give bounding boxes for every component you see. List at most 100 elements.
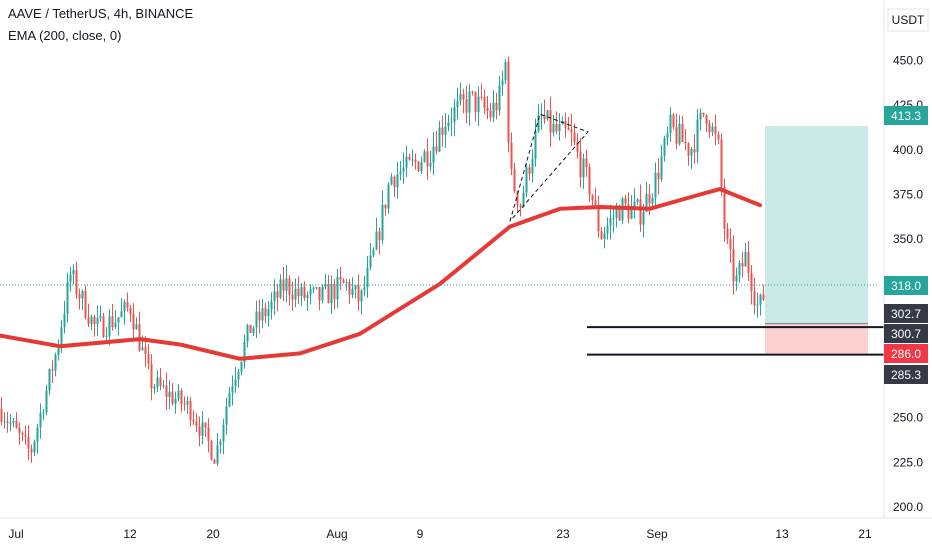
indicator-legend[interactable]: EMA (200, close, 0) — [8, 28, 122, 43]
candle-body — [129, 307, 132, 314]
candle-body — [576, 141, 579, 152]
candle-body — [9, 422, 12, 424]
candle-body — [72, 270, 75, 275]
candle-body — [747, 251, 750, 273]
candle-body — [99, 316, 102, 319]
candle-body — [462, 94, 465, 100]
candle-body — [120, 311, 123, 318]
candle-body — [531, 158, 534, 174]
candle-body — [33, 441, 36, 453]
candle-body — [357, 285, 360, 302]
candle-body — [66, 281, 69, 314]
candle-body — [252, 327, 255, 333]
candle-body — [711, 126, 714, 133]
candle-body — [540, 115, 543, 117]
candle-body — [558, 124, 561, 132]
candle-body — [420, 161, 423, 172]
time-tick-6: Sep — [646, 527, 668, 541]
candle-body — [468, 91, 471, 113]
candle-body — [678, 124, 681, 144]
candle-body — [276, 291, 279, 298]
candle-body — [162, 385, 165, 387]
candle-body — [279, 279, 282, 298]
candle-body — [210, 441, 213, 460]
candle-body — [27, 436, 30, 449]
candle-body — [249, 324, 252, 333]
candle-body — [753, 291, 756, 306]
candle-body — [399, 171, 402, 175]
candle-body — [18, 427, 21, 433]
candle-body — [387, 184, 390, 209]
candle-body — [546, 110, 549, 120]
time-axis[interactable]: Jul 12 20 Aug 9 23 Sep 13 21 — [0, 517, 932, 541]
candle-body — [465, 99, 468, 113]
candle-body — [597, 204, 600, 232]
candle-body — [570, 129, 573, 133]
stop-zone — [765, 323, 868, 354]
level-3-badge: 285.3 — [891, 368, 921, 382]
drawings[interactable] — [509, 113, 884, 356]
candle-body — [744, 251, 747, 267]
candle-body — [672, 114, 675, 128]
candle-body — [141, 347, 144, 351]
candle-body — [156, 377, 159, 388]
candle-body — [717, 134, 720, 140]
candle-body — [483, 97, 486, 109]
candle-body — [6, 421, 9, 424]
candle-body — [642, 211, 645, 225]
candle-body — [0, 408, 3, 422]
candle-body — [159, 377, 162, 386]
candle-body — [165, 385, 168, 398]
candle-body — [696, 119, 699, 153]
candle-body — [237, 371, 240, 380]
candle-body — [660, 156, 663, 180]
time-tick-7: 13 — [775, 527, 789, 541]
candle-body — [507, 61, 510, 143]
candle-body — [183, 403, 186, 405]
candle-body — [615, 208, 618, 218]
candle-body — [723, 186, 726, 229]
candle-body — [288, 278, 291, 295]
time-tick-2: 20 — [206, 527, 220, 541]
candle-body — [45, 390, 48, 413]
candle-body — [42, 412, 45, 414]
candle-body — [312, 287, 315, 290]
candle-body — [735, 275, 738, 282]
candle-body — [75, 270, 78, 294]
last-price-badge-bg — [884, 276, 928, 295]
candle-body — [393, 176, 396, 188]
candle-body — [195, 421, 198, 427]
candle-body — [348, 282, 351, 295]
position-zones[interactable] — [765, 126, 868, 354]
candle-body — [243, 342, 246, 363]
candle-body — [171, 391, 174, 404]
candle-body — [522, 192, 525, 207]
candle-body — [444, 126, 447, 135]
candle-body — [303, 286, 306, 299]
price-tick-1: 450.0 — [893, 54, 923, 68]
candle-body — [447, 122, 450, 127]
candle-body — [216, 445, 219, 464]
candle-body — [264, 308, 267, 317]
candle-body — [732, 249, 735, 282]
candle-body — [501, 80, 504, 86]
level-2-badge: 300.7 — [891, 327, 921, 341]
candle-body — [180, 390, 183, 404]
candle-body — [12, 420, 15, 423]
ema-line — [0, 187, 762, 361]
candle-body — [234, 379, 237, 387]
candle-body — [69, 274, 72, 282]
candle-body — [663, 138, 666, 157]
currency-label-box[interactable] — [887, 8, 929, 32]
price-tick-3: 400.0 — [893, 143, 923, 157]
candle-body — [582, 158, 585, 178]
candle-body — [495, 102, 498, 111]
candle-body — [405, 156, 408, 168]
candle-body — [486, 108, 489, 111]
candle-body — [714, 126, 717, 135]
chart-title[interactable]: AAVE / TetherUS, 4h, BINANCE — [8, 6, 194, 21]
candle-body — [384, 204, 387, 209]
price-axis[interactable]: 475.0450.0425.0400.0375.0350.0325.0300.0… — [883, 0, 932, 518]
candle-body — [378, 231, 381, 241]
